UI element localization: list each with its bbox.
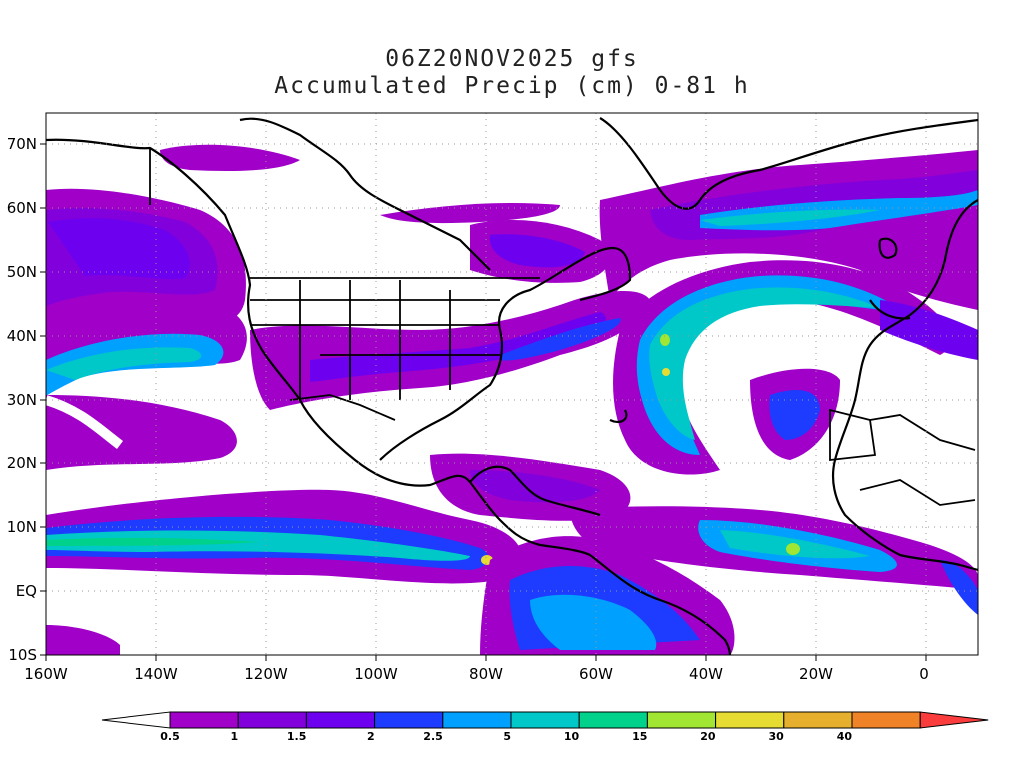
lon-label-120w: 120W — [244, 665, 288, 683]
colorbar-swatch — [578, 711, 648, 729]
colorbar-swatch — [169, 711, 239, 729]
lat-label-30n: 30N — [7, 391, 37, 409]
lat-label-40n: 40N — [7, 327, 37, 345]
title-line-2: Accumulated Precip (cm) 0-81 h — [274, 73, 750, 99]
colorbar-label: 1.5 — [287, 730, 307, 743]
colorbar-label: 30 — [768, 730, 784, 743]
colorbar-label: 20 — [700, 730, 716, 743]
lon-label-60w: 60W — [579, 665, 613, 683]
lat-label-20n: 20N — [7, 454, 37, 472]
colorbar-swatch — [783, 711, 853, 729]
colorbar-swatch — [305, 711, 376, 729]
lat-label-10n: 10N — [7, 518, 37, 536]
colorbar-label: 2.5 — [423, 730, 443, 743]
lon-label-160w: 160W — [24, 665, 68, 683]
country-borders — [149, 148, 976, 506]
chart-title: 06Z20NOV2025 gfs Accumulated Precip (cm)… — [0, 46, 1024, 100]
colorbar-label: 5 — [503, 730, 511, 743]
colorbar-swatch — [715, 711, 785, 729]
colorbar-swatch — [851, 711, 921, 729]
title-line-1: 06Z20NOV2025 gfs — [385, 46, 639, 72]
colorbar-over-triangle — [919, 711, 989, 729]
map-frame — [45, 112, 979, 656]
axis-ticks — [40, 143, 927, 661]
colorbar-label: 10 — [564, 730, 580, 743]
colorbar-label: 40 — [837, 730, 853, 743]
colorbar-swatch — [646, 711, 717, 729]
lon-label-20w: 20W — [799, 665, 833, 683]
colorbar-swatch — [374, 711, 444, 729]
lon-label-100w: 100W — [354, 665, 398, 683]
lon-label-80w: 80W — [469, 665, 503, 683]
lat-label-50n: 50N — [7, 263, 37, 281]
colorbar-swatch — [442, 711, 512, 729]
map-gridlines — [46, 113, 978, 655]
colorbar-label: 0.5 — [160, 730, 180, 743]
lon-label-0: 0 — [919, 665, 929, 683]
lon-label-140w: 140W — [134, 665, 178, 683]
lat-label-eq: EQ — [16, 582, 37, 600]
colorbar: 0.5 1 1.5 2 2.5 5 10 15 20 30 40 — [101, 711, 989, 743]
colorbar-label: 15 — [632, 730, 647, 743]
colorbar-label: 1 — [231, 730, 239, 743]
colorbar-under-triangle — [101, 711, 171, 729]
lon-label-40w: 40W — [689, 665, 723, 683]
coastlines — [46, 117, 978, 655]
colorbar-label: 2 — [367, 730, 375, 743]
colorbar-swatch — [510, 711, 580, 729]
lat-label-70n: 70N — [7, 135, 37, 153]
lat-label-60n: 60N — [7, 199, 37, 217]
colorbar-swatch — [237, 711, 307, 729]
lat-label-10s: 10S — [8, 646, 37, 664]
